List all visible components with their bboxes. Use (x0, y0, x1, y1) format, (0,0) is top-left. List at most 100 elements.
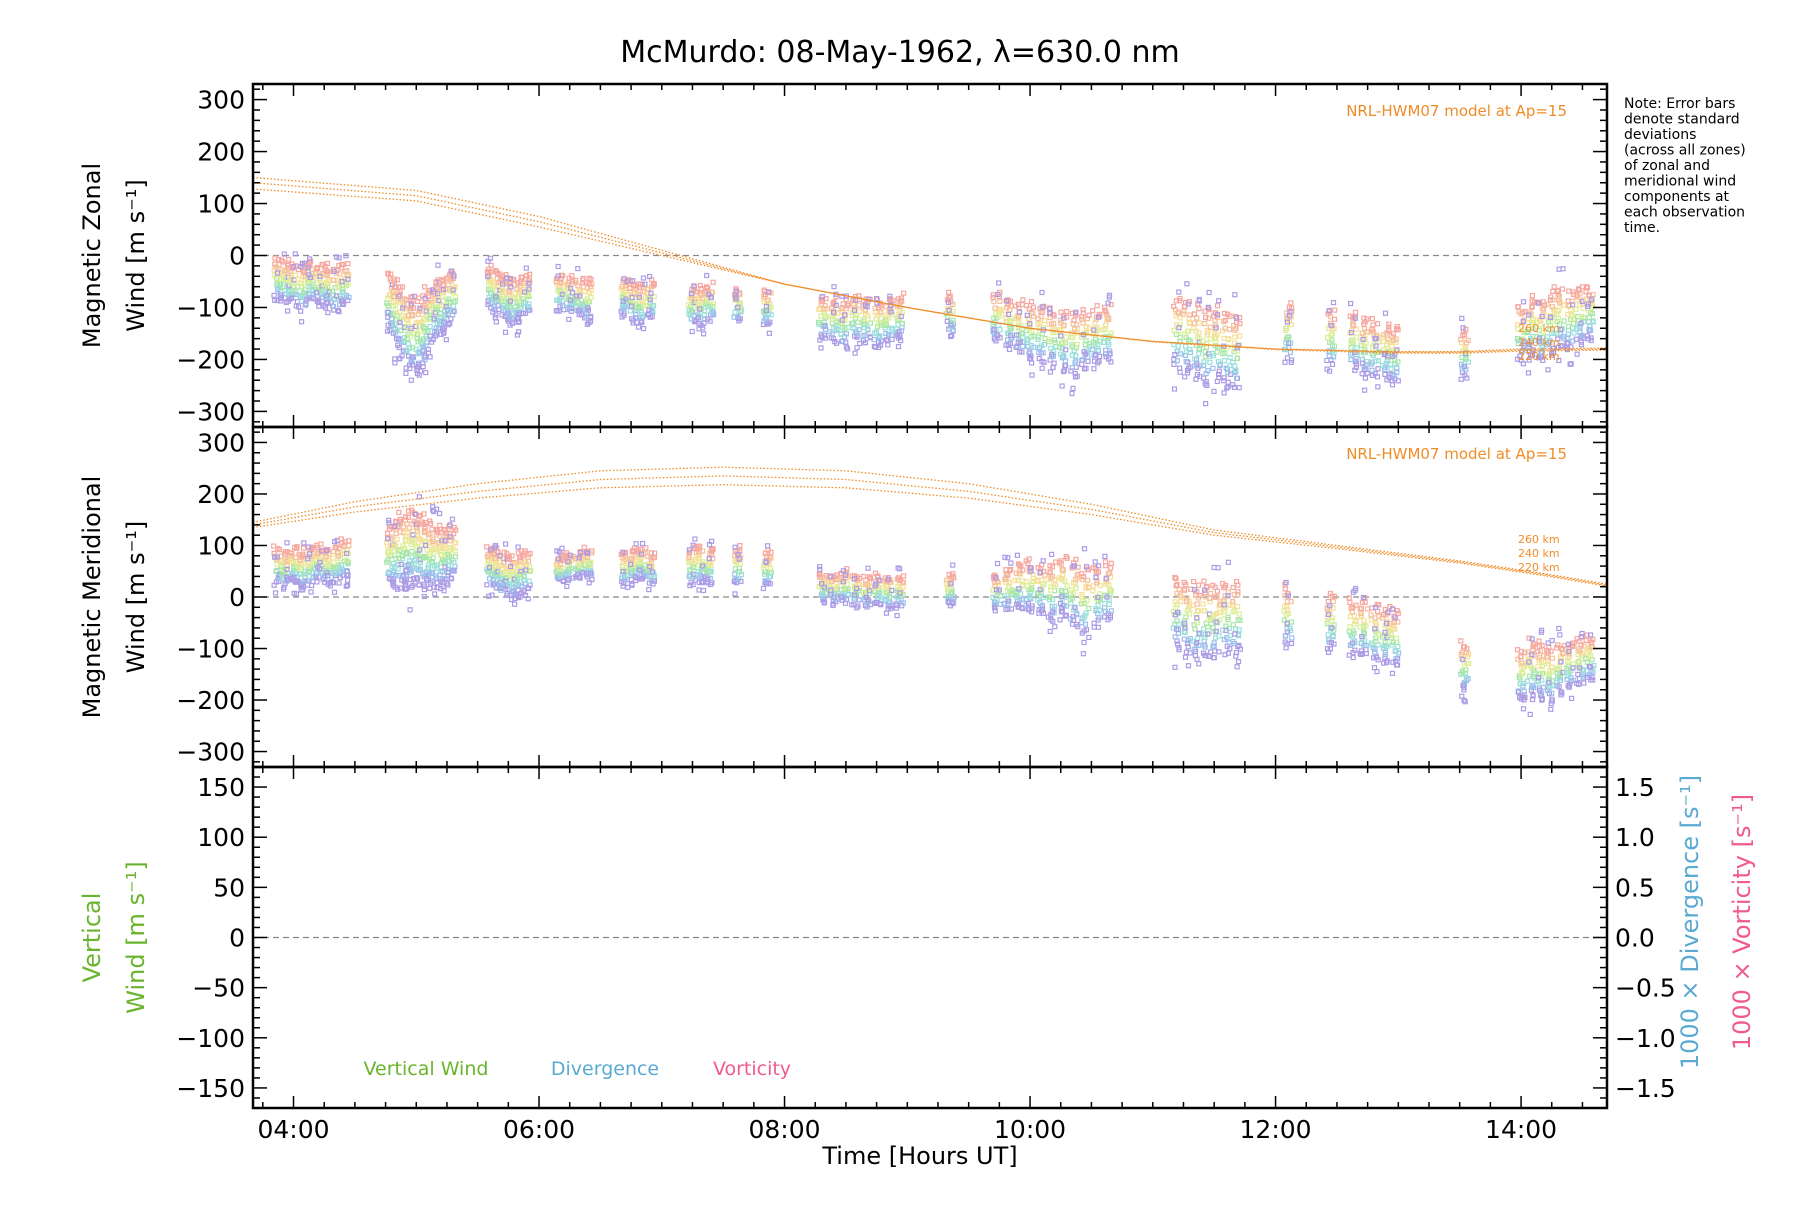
observation-marker (409, 378, 413, 382)
observation-marker (1196, 609, 1200, 613)
observation-marker (1093, 560, 1097, 564)
observation-marker (1212, 656, 1216, 660)
observation-marker (819, 346, 823, 350)
observation-marker (1071, 386, 1075, 390)
observation-marker (1175, 583, 1179, 587)
observation-marker (1202, 627, 1206, 631)
observation-marker (556, 265, 560, 269)
observation-marker (1546, 641, 1550, 645)
observation-marker (1178, 370, 1182, 374)
observation-marker (1283, 587, 1287, 591)
observation-marker (1178, 366, 1182, 370)
observation-marker (733, 592, 737, 596)
observation-marker (1201, 339, 1205, 343)
observation-marker (442, 528, 446, 532)
observation-marker (395, 537, 399, 541)
observation-marker (451, 517, 455, 521)
observation-marker (1109, 566, 1113, 570)
observation-marker (1202, 579, 1206, 583)
observation-marker (1589, 339, 1593, 343)
observation-marker (1461, 658, 1465, 662)
observation-marker (1354, 619, 1358, 623)
observation-marker (1185, 596, 1189, 600)
observation-marker (1215, 350, 1219, 354)
observation-marker (1234, 654, 1238, 658)
observation-marker (1354, 357, 1358, 361)
observation-marker (1202, 376, 1206, 380)
observation-marker (998, 328, 1002, 332)
observation-marker (285, 541, 289, 545)
observation-marker (1213, 649, 1217, 653)
observation-marker (1582, 681, 1586, 685)
observation-marker (1384, 311, 1388, 315)
observation-marker (582, 545, 586, 549)
observation-marker (448, 321, 452, 325)
observation-marker (1526, 650, 1530, 654)
observation-marker (766, 548, 770, 552)
observation-marker (428, 586, 432, 590)
observation-marker (1226, 651, 1230, 655)
observation-marker (702, 589, 706, 593)
observation-marker (701, 549, 705, 553)
observation-marker (567, 317, 571, 321)
observation-marker (1197, 662, 1201, 666)
observation-marker (516, 545, 520, 549)
observation-marker (1226, 380, 1230, 384)
observation-marker (889, 333, 893, 337)
observation-marker (332, 550, 336, 554)
observation-marker (947, 600, 951, 604)
observation-marker (1584, 638, 1588, 642)
observation-marker (1536, 664, 1540, 668)
observation-marker (1558, 633, 1562, 637)
observation-marker (1237, 386, 1241, 390)
observation-marker (1222, 336, 1226, 340)
observation-marker (1348, 314, 1352, 318)
observation-marker (1109, 561, 1113, 565)
observation-marker (1562, 644, 1566, 648)
observation-marker (1222, 359, 1226, 363)
observation-marker (1371, 323, 1375, 327)
observation-marker (272, 293, 276, 297)
observation-marker (872, 338, 876, 342)
observation-marker (1193, 654, 1197, 658)
observation-marker (1326, 336, 1330, 340)
observation-marker (1103, 606, 1107, 610)
observation-marker (1326, 633, 1330, 637)
observation-marker (1185, 282, 1189, 286)
observation-marker (589, 296, 593, 300)
observation-marker (1091, 589, 1095, 593)
observation-marker (494, 320, 498, 324)
observation-marker (1238, 322, 1242, 326)
observation-marker (1288, 350, 1292, 354)
observation-marker (1235, 665, 1239, 669)
observation-marker (1348, 625, 1352, 629)
observation-marker (1060, 568, 1064, 572)
observation-marker (1048, 629, 1052, 633)
observation-marker (1527, 371, 1531, 375)
observation-marker (1460, 316, 1464, 320)
observation-marker (527, 579, 531, 583)
observation-marker (890, 337, 894, 341)
observation-marker (1188, 651, 1192, 655)
observation-marker (1038, 570, 1042, 574)
observation-marker (738, 544, 742, 548)
observation-marker (1562, 319, 1566, 323)
observation-marker (1587, 320, 1591, 324)
observation-marker (841, 569, 845, 573)
observation-marker (347, 539, 351, 543)
observation-marker (306, 583, 310, 587)
observation-marker (1094, 575, 1098, 579)
observation-marker (1217, 634, 1221, 638)
observation-marker (1540, 698, 1544, 702)
observation-marker (1589, 633, 1593, 637)
observation-marker (1070, 392, 1074, 396)
observation-marker (428, 325, 432, 329)
observation-marker (1177, 290, 1181, 294)
observation-marker (1087, 635, 1091, 639)
observation-marker (829, 574, 833, 578)
observation-marker (1522, 707, 1526, 711)
observation-marker (1032, 305, 1036, 309)
observation-marker (299, 309, 303, 313)
observation-marker (1208, 360, 1212, 364)
